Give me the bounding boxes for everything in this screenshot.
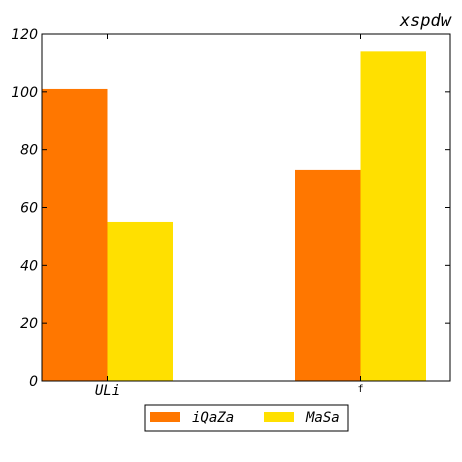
y-tick-label: 60: [20, 201, 38, 217]
bars-layer: [42, 51, 426, 382]
bar-MaSa-f: [360, 51, 426, 381]
y-tick-label: 0: [29, 374, 38, 390]
x-tick-label: ULi: [95, 383, 120, 399]
legend-swatch-iQaZa: [150, 412, 180, 422]
y-tick-label: 120: [11, 27, 38, 43]
y-tick-label: 100: [11, 85, 38, 101]
y-tick-label: 40: [20, 258, 38, 274]
y-tick-label: 20: [20, 316, 38, 332]
bar-iQaZa-ULi: [42, 88, 108, 382]
legend: iQaZa MaSa: [144, 404, 349, 432]
legend-label-iQaZa: iQaZa: [192, 410, 234, 426]
bar-iQaZa-f: [295, 169, 361, 381]
ticks-layer: 0 20 40 60 80 100 120 ULi f: [11, 27, 450, 399]
legend-swatch-MaSa: [264, 412, 294, 422]
plot-frame: [41, 33, 451, 382]
x-tick-label: f: [357, 384, 363, 395]
chart-title: xspdw: [399, 11, 452, 31]
y-tick-label: 80: [20, 143, 38, 159]
bar-MaSa-ULi: [107, 221, 173, 381]
legend-label-MaSa: MaSa: [305, 410, 340, 426]
